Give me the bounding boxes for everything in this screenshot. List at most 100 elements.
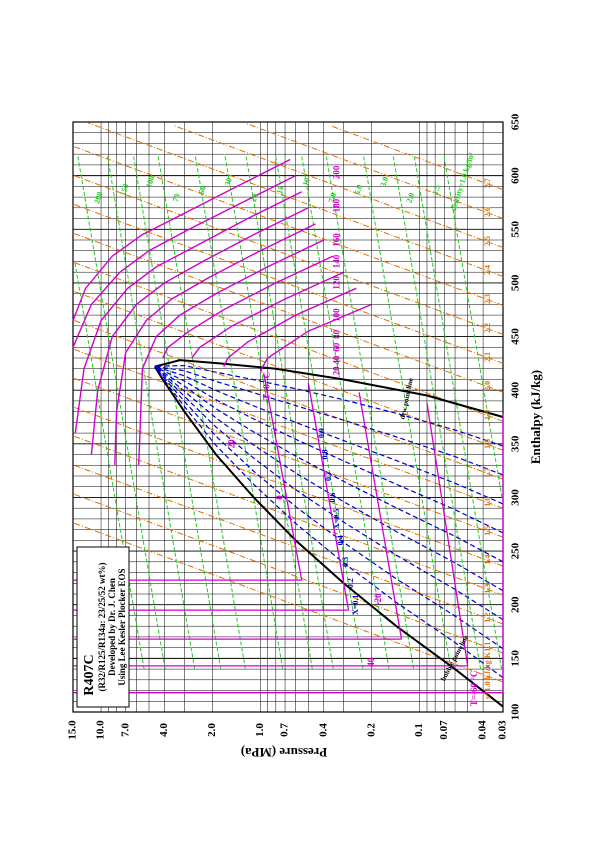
isentrope-label: 2.2 (483, 323, 492, 333)
isentrope-line (72, 464, 504, 625)
isochore-line (443, 154, 503, 498)
isotherm-vapor-curve (223, 287, 357, 367)
isochore-label: 1.5 (431, 184, 443, 196)
quality-line (154, 366, 504, 505)
isentrope-label: 2.0 (483, 381, 492, 391)
quality-label: 0.2 (346, 578, 355, 588)
isentrope-line (72, 348, 504, 509)
isotherm-vapor-curve (191, 271, 344, 359)
isentrope-label: 2.5 (483, 236, 492, 246)
isentrope-label: 1.5 (483, 526, 492, 536)
x-tick-label: 150 (510, 650, 522, 667)
isentrope-line (330, 125, 504, 191)
chart-title: R407C (82, 654, 97, 695)
isotherm-label: -40 (366, 657, 376, 669)
isochore-line (362, 154, 452, 670)
y-tick-label: 0.4 (317, 723, 329, 737)
isentrope-line (72, 290, 504, 451)
isentrope-label: 2.6 (483, 207, 492, 217)
isochore-label: 15 (275, 185, 286, 195)
isochore-label: 100 (144, 175, 156, 189)
y-tick-label: 0.1 (413, 723, 425, 737)
isentrope-line (72, 232, 504, 393)
quality-label: 0.6 (328, 492, 337, 502)
isochore-label: 30 (223, 177, 234, 187)
x-tick-label: 300 (510, 489, 522, 506)
isentrope-label: 1.4 (483, 555, 492, 565)
quality-label: 0.3 (341, 557, 350, 567)
isotherm-label: -20 (373, 593, 383, 605)
isochore-line (245, 154, 334, 670)
isochore-label: 70 (171, 193, 182, 203)
isotherm-label: 20 (226, 439, 236, 449)
isotherm-vapor-curve (259, 303, 372, 372)
info-box (76, 546, 130, 708)
plot-frame (72, 121, 504, 713)
isentrope-label: 2.7 (483, 178, 492, 188)
isentrope-line (72, 493, 504, 654)
y-tick-label: 10.0 (95, 720, 107, 740)
isentrope-label: 2.3 (483, 294, 492, 304)
isotherm-vapor-curve (138, 239, 325, 466)
info-line: Using Lee Kesler Plocker EOS (117, 568, 127, 685)
y-tick-label: 4.0 (158, 723, 170, 737)
y-axis-title: Pressure (MPa) (241, 745, 328, 760)
isentrope-label: 1.9 (483, 410, 492, 420)
isentrope-line (72, 174, 504, 335)
y-tick-label: 2.0 (206, 723, 218, 737)
isotherm-label: 0 (274, 495, 284, 500)
y-tick-label: 0.03 (497, 720, 509, 740)
isentrope-label: 1.8 (483, 439, 492, 449)
isochore-line (392, 154, 482, 670)
isotherm-vapor-curve (72, 174, 297, 348)
quality-label: 0.8 (320, 450, 329, 460)
isotherm-two-phase-line (358, 392, 403, 640)
quality-label: X=0.1 (351, 595, 360, 615)
isotherm-two-phase-line (263, 373, 303, 581)
isentrope-label: 2.1 (483, 352, 492, 362)
isotherm-vapor-curve (90, 207, 309, 455)
isentrope-line (244, 122, 504, 219)
info-line: Developed by Dr. J. Chen (107, 578, 117, 676)
quality-line (154, 366, 504, 621)
isochore-line (132, 154, 222, 670)
isochore-label: 50 (197, 185, 208, 195)
x-tick-label: 100 (510, 703, 522, 720)
dew-line-label: dew point line (398, 377, 415, 420)
isotherm-label: T=-60 °C (469, 671, 479, 706)
isotherm-vapor-curve (72, 158, 291, 321)
y-tick-label: 0.07 (438, 720, 450, 740)
isentrope-line (173, 124, 504, 248)
x-axis-title: Enthalpy (kJ/kg) (528, 370, 543, 464)
x-tick-label: 600 (510, 167, 522, 184)
isochore-line (413, 154, 503, 670)
isentrope-line (72, 203, 504, 364)
isotherm-label: T=0 °C (262, 372, 272, 400)
x-tick-label: 350 (510, 435, 522, 452)
isochore-line (74, 261, 145, 670)
isotherm-label: 180 (332, 198, 342, 212)
isotherm-label: 100 (332, 308, 342, 322)
isotherm-label: 140 (332, 254, 342, 268)
isochore-line (300, 154, 390, 670)
isochore-label: 5.0 (353, 184, 365, 196)
isentrope-label: 1.6 (483, 497, 492, 507)
isotherm-label: 160 (332, 233, 342, 247)
x-tick-label: 550 (510, 221, 522, 238)
isotherm-label: 80 (332, 329, 342, 339)
isentrope-label: 1.3 (483, 584, 492, 594)
isochore-label: 200 (92, 191, 104, 205)
quality-label: 0.4 (336, 535, 345, 545)
isochore-line (106, 154, 196, 670)
x-tick-label: 500 (510, 274, 522, 291)
grid-layer (72, 121, 504, 713)
isochore-label: 7.0 (327, 192, 339, 204)
isentrope-line (72, 435, 504, 596)
isotherm-label: 60 (332, 342, 342, 352)
bubble-point-line (153, 366, 504, 708)
isentrope-line (72, 319, 504, 480)
isotherm-label: 200 (332, 165, 342, 179)
isochore-label: 20 (249, 193, 260, 203)
isotherm-vapor-curve (114, 223, 316, 466)
